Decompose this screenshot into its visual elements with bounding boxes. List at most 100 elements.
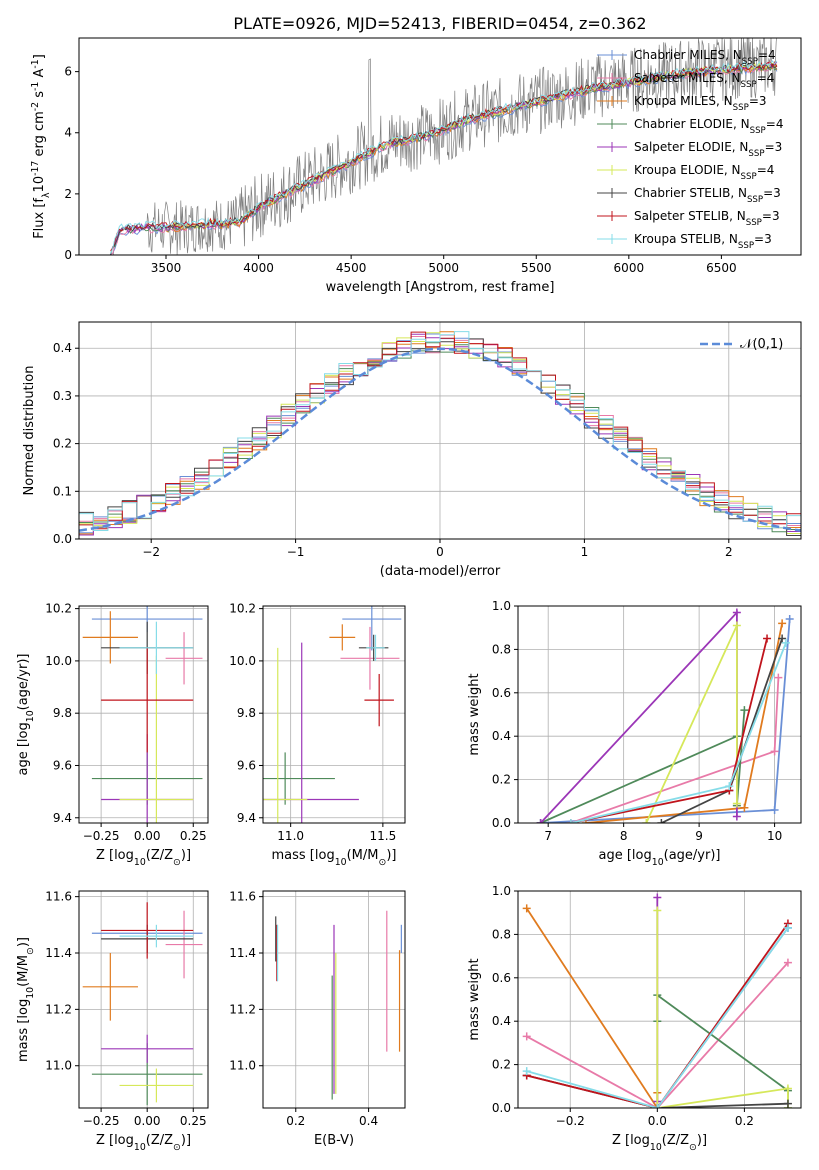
y-tick-label: 11.2 xyxy=(229,1002,256,1016)
legend-label-8: Kroupa STELIB, NSSP=3 xyxy=(634,232,772,251)
weight-point-2 xyxy=(778,619,787,628)
x-axis-label: Z [log10(Z/Z⊙)] xyxy=(96,848,191,868)
weight-point-6 xyxy=(778,634,787,643)
weight-point-8 xyxy=(725,782,734,791)
x-tick-label: 4500 xyxy=(336,261,367,275)
plot-area xyxy=(518,606,801,823)
x-tick-label: 4000 xyxy=(243,261,274,275)
y-tick-label: 0.1 xyxy=(53,484,72,498)
x-tick-label: 10 xyxy=(767,829,782,843)
weight-point-5 xyxy=(653,906,662,915)
weight-point-6 xyxy=(657,819,666,823)
weight-point-4 xyxy=(653,893,662,902)
panel-mass-vs-Z: −0.25 0.00 0.25 11.0 11.2 11.4 11.6 Z [log10(Z/… xyxy=(16,890,209,1153)
x-tick-label: 0.25 xyxy=(180,829,207,843)
plot-area xyxy=(79,891,208,1108)
x-tick-label: 0 xyxy=(436,545,444,559)
figure-title: PLATE=0926, MJD=52413, FIBERID=0454, z=0… xyxy=(233,14,646,33)
x-tick-label: 8 xyxy=(620,829,628,843)
x-tick-label: −0.2 xyxy=(556,1114,585,1128)
y-tick-label: 0.8 xyxy=(492,642,511,656)
x-axis-label: Z [log10(Z/Z⊙)] xyxy=(96,1133,191,1153)
y-tick-label: 0.0 xyxy=(492,816,511,830)
x-tick-label: 1 xyxy=(581,545,589,559)
weight-point-2 xyxy=(522,904,531,913)
weight-point-0 xyxy=(770,805,779,814)
weight-line-8 xyxy=(526,927,789,1108)
x-tick-label: −0.25 xyxy=(83,829,120,843)
y-tick-label: 0.2 xyxy=(492,1058,511,1072)
y-tick-label: 6 xyxy=(64,65,72,79)
x-axis-label: Z [log10(Z/Z⊙)] xyxy=(612,1133,707,1153)
legend-label-2: Kroupa MILES, NSSP=3 xyxy=(634,94,767,113)
y-tick-label: 0.8 xyxy=(492,927,511,941)
y-tick-label: 10.2 xyxy=(45,602,72,616)
weight-point-5 xyxy=(783,1084,792,1093)
y-tick-label: 11.2 xyxy=(45,1002,72,1016)
x-tick-label: 7 xyxy=(544,829,552,843)
plot-area xyxy=(110,38,778,255)
x-axis-label: mass [log10(M/M⊙)] xyxy=(272,848,397,868)
x-tick-label: 0.2 xyxy=(735,1114,754,1128)
x-tick-label: 2 xyxy=(725,545,733,559)
weight-line-7 xyxy=(526,922,789,1108)
model-spectrum-8 xyxy=(110,60,778,254)
y-tick-label: 0.3 xyxy=(53,389,72,403)
axes-frame xyxy=(78,605,209,824)
x-tick-label: 3500 xyxy=(151,261,182,275)
weight-line-6 xyxy=(661,638,783,823)
y-tick-label: 4 xyxy=(64,126,72,140)
x-tick-label: 0.00 xyxy=(134,1114,161,1128)
x-tick-label: 0.25 xyxy=(180,1114,207,1128)
x-tick-label: 5500 xyxy=(521,261,552,275)
weight-point-5 xyxy=(732,799,741,808)
y-tick-label: 0.2 xyxy=(53,437,72,451)
x-tick-label: 0.00 xyxy=(134,829,161,843)
y-axis-label: mass weight xyxy=(467,673,482,755)
x-tick-label: −1 xyxy=(287,545,305,559)
y-tick-label: 11.4 xyxy=(229,946,256,960)
x-tick-label: 5000 xyxy=(428,261,459,275)
y-tick-label: 0.4 xyxy=(492,1014,511,1028)
y-tick-label: 0.4 xyxy=(492,729,511,743)
weight-point-5 xyxy=(642,819,651,823)
y-tick-label: 0 xyxy=(64,248,72,262)
legend-label-0: Chabrier MILES, NSSP=4 xyxy=(634,48,776,67)
weight-point-1 xyxy=(522,1032,531,1041)
weight-point-5 xyxy=(732,621,741,630)
panel-spectrum: 3500 4000 4500 5000 5500 6000 6500 0 2 4 6 waveleng… xyxy=(30,37,802,295)
plot-area xyxy=(263,891,405,1108)
legend-label-1: Salpeter MILES, NSSP=4 xyxy=(634,71,774,90)
x-axis-label: (data-model)/error xyxy=(380,564,501,579)
y-tick-label: 11.6 xyxy=(45,890,72,904)
weight-line-1 xyxy=(526,961,789,1108)
weight-point-1 xyxy=(783,958,792,967)
y-axis-label: mass weight xyxy=(467,958,482,1040)
y-tick-label: 10.2 xyxy=(229,602,256,616)
x-tick-label: −2 xyxy=(142,545,160,559)
y-tick-label: 0.2 xyxy=(492,773,511,787)
y-tick-label: 9.4 xyxy=(237,811,256,825)
weight-point-4 xyxy=(536,819,545,823)
y-tick-label: 0.6 xyxy=(492,971,511,985)
y-tick-label: 0.0 xyxy=(53,532,72,546)
panel-mass-vs-ebv: 0.2 0.4 11.0 11.2 11.4 11.6 E(B-V) xyxy=(229,890,406,1148)
legend-label-4: Salpeter ELODIE, NSSP=3 xyxy=(634,140,782,159)
observed-spectrum xyxy=(110,38,777,255)
model-spectrum-3 xyxy=(110,62,778,254)
axes-frame xyxy=(78,37,802,256)
weight-point-1 xyxy=(770,747,779,756)
weight-point-7 xyxy=(763,634,772,643)
y-tick-label: 10.0 xyxy=(229,654,256,668)
legend-label-3: Chabrier ELODIE, NSSP=4 xyxy=(634,117,783,136)
weight-point-6 xyxy=(783,1099,792,1108)
x-tick-label: 0.0 xyxy=(648,1114,667,1128)
y-tick-label: 11.4 xyxy=(45,946,72,960)
weight-point-4 xyxy=(732,812,741,821)
y-tick-label: 0.0 xyxy=(492,1101,511,1115)
y-axis-label: mass [log10(M/M⊙)] xyxy=(16,937,36,1062)
y-tick-label: 9.6 xyxy=(53,758,72,772)
y-tick-label: 2 xyxy=(64,187,72,201)
plot-area xyxy=(518,891,801,1108)
